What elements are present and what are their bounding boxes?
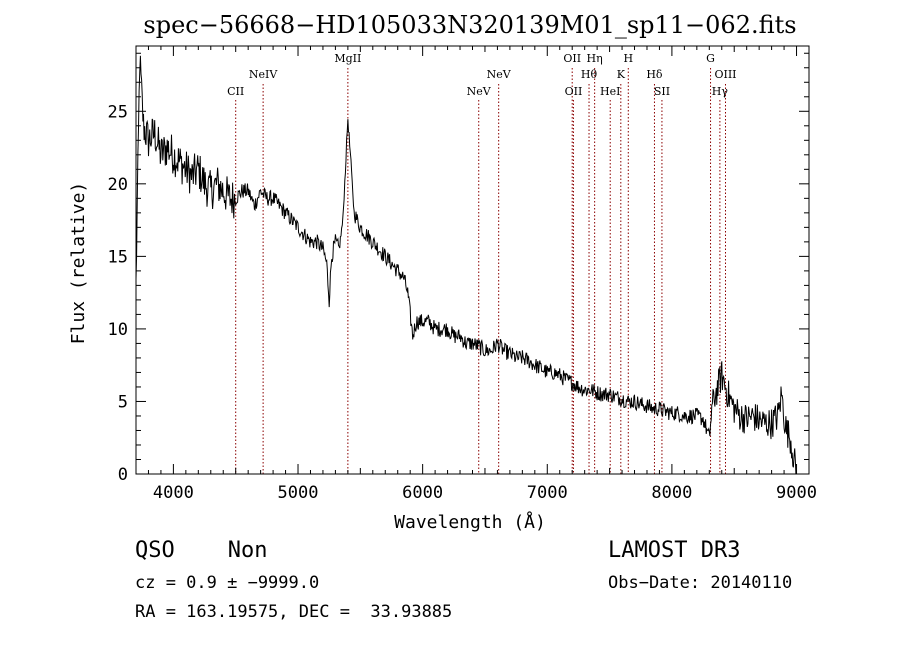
- spectral-line-label: K: [617, 68, 626, 81]
- x-tick-label: 9000: [776, 483, 817, 503]
- x-tick-label: 4000: [153, 483, 194, 503]
- spectral-line-label: NeIV: [249, 68, 278, 81]
- x-axis-label: Wavelength (Å): [394, 511, 546, 533]
- spectral-line-label: OII: [563, 52, 581, 65]
- spectral-line-label: H: [623, 52, 633, 65]
- spectral-line-label: OIII: [714, 68, 736, 81]
- x-tick-label: 8000: [651, 483, 692, 503]
- spectral-line-markers: CIINeIVMgIINeVNeVOIIOIIHθHηHeIKHHδSIIGHγ…: [227, 52, 737, 474]
- plot-frame: [135, 45, 810, 475]
- x-tick-label: 5000: [278, 483, 319, 503]
- spectral-line-label: NeV: [467, 85, 492, 98]
- redshift-readout: cz = 0.9 ± −9999.0: [135, 573, 320, 593]
- spectral-line-label: G: [706, 52, 715, 65]
- axis-ticks: 4000 5000 6000 7000 8000 9000 0 5 10 15 20 25: [108, 46, 817, 503]
- spectral-line-label: NeV: [487, 68, 512, 81]
- spectral-line-label: Hθ: [581, 68, 598, 81]
- spectral-line-label: Hγ: [712, 85, 729, 98]
- spectral-line-label: MgII: [334, 52, 361, 65]
- y-tick-label: 20: [108, 175, 128, 195]
- spectral-line-label: CII: [227, 85, 244, 98]
- survey-name: LAMOST DR3: [608, 538, 741, 563]
- y-tick-label: 0: [118, 465, 128, 485]
- spectral-line-label: Hη: [587, 52, 603, 65]
- spectral-line-label: Hδ: [646, 68, 663, 81]
- coordinates-readout: RA = 163.19575, DEC = 33.93885: [135, 602, 453, 622]
- y-tick-label: 25: [108, 102, 128, 122]
- y-axis-label: Flux (relative): [68, 182, 89, 345]
- chart-title: spec−56668−HD105033N320139M01_sp11−062.f…: [143, 11, 796, 39]
- y-tick-label: 5: [118, 392, 128, 412]
- y-tick-label: 10: [108, 320, 128, 340]
- x-tick-label: 6000: [402, 483, 443, 503]
- spectral-line-label: HeI: [600, 85, 620, 98]
- object-class: QSO Non: [135, 538, 268, 563]
- x-tick-label: 7000: [527, 483, 568, 503]
- spectrum-line: [135, 55, 797, 475]
- spectral-line-label: OII: [565, 85, 583, 98]
- spectrum-series: [135, 55, 797, 475]
- observation-date: Obs−Date: 20140110: [608, 573, 793, 593]
- spectral-line-label: SII: [654, 85, 670, 98]
- y-tick-label: 15: [108, 247, 128, 267]
